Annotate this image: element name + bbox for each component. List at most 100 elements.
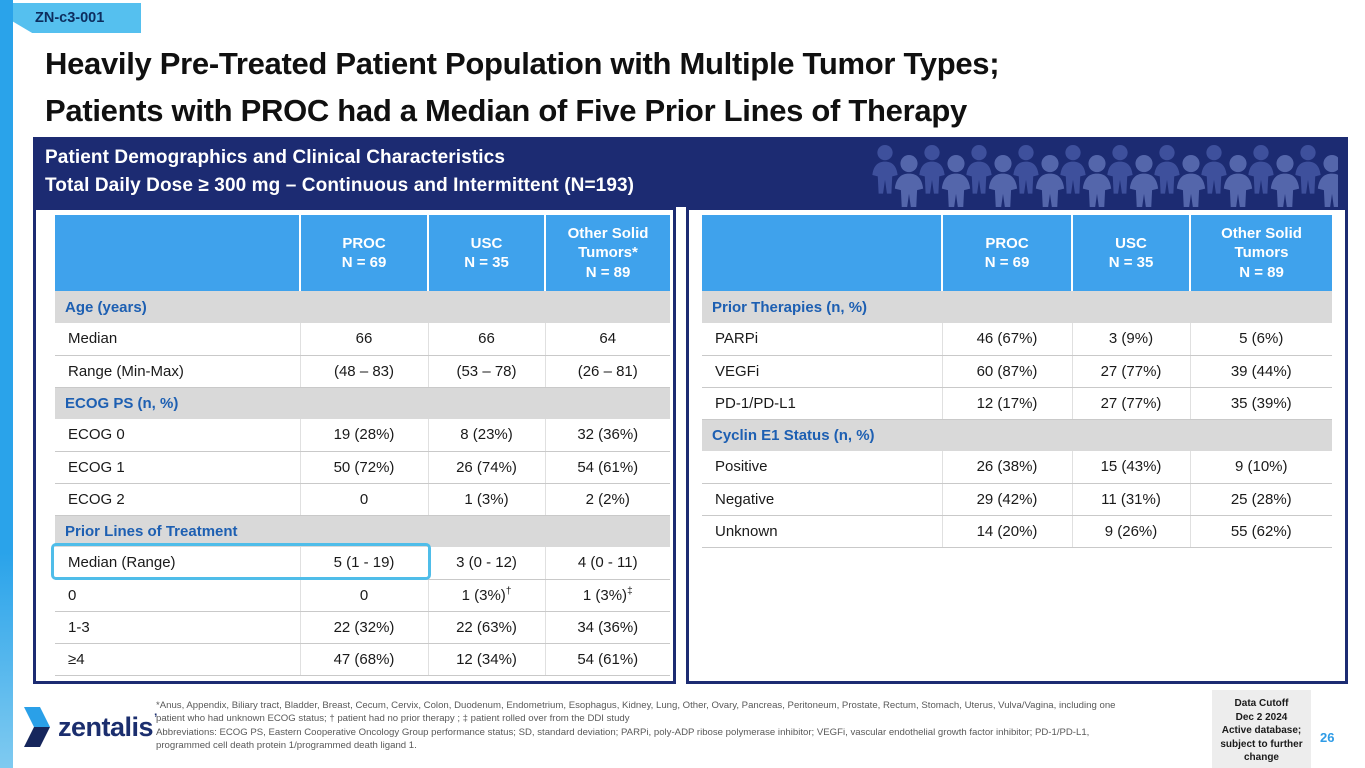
section-label: Prior Therapies (n, %)	[702, 291, 1332, 323]
cell-value: 9 (10%)	[1189, 451, 1332, 484]
cell-value: 47 (68%)	[299, 643, 428, 676]
cell-value: 1 (3%)†	[427, 579, 545, 612]
cell-value: 50 (72%)	[299, 451, 428, 484]
table-title-banner: Patient Demographics and Clinical Charac…	[33, 137, 1348, 207]
column-header: Other Solid Tumors N = 89	[1189, 215, 1332, 291]
row-label: Negative	[702, 483, 942, 516]
cell-value: 4 (0 - 11)	[544, 547, 670, 580]
footnotes: *Anus, Appendix, Biliary tract, Bladder,…	[156, 700, 1144, 755]
cell-value: 54 (61%)	[544, 643, 670, 676]
cell-value: 3 (0 - 12)	[427, 547, 545, 580]
table-row: ECOG 1 50 (72%) 26 (74%) 54 (61%)	[55, 451, 670, 484]
cell-value: 19 (28%)	[299, 419, 428, 452]
cell-value: (48 – 83)	[299, 355, 428, 388]
cell-value: 29 (42%)	[941, 483, 1072, 516]
cell-value: 32 (36%)	[544, 419, 670, 452]
title-line-1: Heavily Pre-Treated Patient Population w…	[45, 46, 1000, 81]
section-label: Prior Lines of Treatment	[55, 515, 670, 547]
cell-value: 12 (17%)	[941, 387, 1072, 420]
slide-title: Heavily Pre-Treated Patient Population w…	[45, 41, 1000, 134]
cell-value: 1 (3%)	[427, 483, 545, 516]
column-header: USC N = 35	[1071, 215, 1190, 291]
row-label: Median	[55, 323, 300, 356]
cell-value: 54 (61%)	[544, 451, 670, 484]
section-label: ECOG PS (n, %)	[55, 387, 670, 419]
cell-value: (26 – 81)	[544, 355, 670, 388]
section-label: Cyclin E1 Status (n, %)	[702, 419, 1332, 451]
cell-value: 0	[299, 579, 428, 612]
title-line-2: Patients with PROC had a Median of Five …	[45, 92, 967, 128]
column-header	[702, 215, 942, 291]
cell-value: 2 (2%)	[544, 483, 670, 516]
zentalis-logo-icon	[24, 707, 50, 747]
row-label: Positive	[702, 451, 942, 484]
table-row: PARPi 46 (67%) 3 (9%) 5 (6%)	[702, 323, 1332, 356]
row-label: Unknown	[702, 515, 942, 548]
table-row: Negative 29 (42%) 11 (31%) 25 (28%)	[702, 483, 1332, 516]
logo-trademark: ’	[154, 711, 157, 725]
cell-value: 12 (34%)	[427, 643, 545, 676]
table-row: Range (Min-Max) (48 – 83) (53 – 78) (26 – 8…	[55, 355, 670, 388]
prior-therapies-table: PROC N = 69 USC N = 35 Other Solid Tumors …	[702, 215, 1332, 548]
row-label: Range (Min-Max)	[55, 355, 300, 388]
column-header: PROC N = 69	[299, 215, 428, 291]
section-row: Cyclin E1 Status (n, %)	[702, 419, 1332, 451]
left-accent-stripe	[0, 0, 13, 768]
cell-value: 55 (62%)	[1189, 515, 1332, 548]
cell-value: 5 (6%)	[1189, 323, 1332, 356]
therapies-table-panel: PROC N = 69 USC N = 35 Other Solid Tumors …	[686, 207, 1348, 684]
cell-value: 14 (20%)	[941, 515, 1072, 548]
column-header	[55, 215, 300, 291]
table-row: VEGFi 60 (87%) 27 (77%) 39 (44%)	[702, 355, 1332, 388]
table-row: PD-1/PD-L1 12 (17%) 27 (77%) 35 (39%)	[702, 387, 1332, 420]
cell-value: 8 (23%)	[427, 419, 545, 452]
cell-value: 22 (32%)	[299, 611, 428, 644]
row-label: ECOG 1	[55, 451, 300, 484]
cell-value: 9 (26%)	[1071, 515, 1190, 548]
row-label: 0	[55, 579, 300, 612]
row-label: ECOG 2	[55, 483, 300, 516]
cell-value: 11 (31%)	[1071, 483, 1190, 516]
table-row: 1-3 22 (32%) 22 (63%) 34 (36%)	[55, 611, 670, 644]
row-label: ECOG 0	[55, 419, 300, 452]
cell-value: 66	[299, 323, 428, 356]
table-row: Positive 26 (38%) 15 (43%) 9 (10%)	[702, 451, 1332, 484]
demographics-table-panel: PROC N = 69 USC N = 35 Other Solid Tumors*…	[33, 207, 676, 684]
cell-value: 27 (77%)	[1071, 355, 1190, 388]
cell-value: 15 (43%)	[1071, 451, 1190, 484]
section-row: Age (years)	[55, 291, 670, 323]
banner-text: Patient Demographics and Clinical Charac…	[45, 144, 634, 200]
zentalis-logo: zentalis’	[15, 707, 157, 747]
table-row: Median 66 66 64	[55, 323, 670, 356]
cell-value: 26 (74%)	[427, 451, 545, 484]
zentalis-logo-text: zentalis’	[58, 711, 157, 742]
cell-value: 22 (63%)	[427, 611, 545, 644]
people-icons	[872, 145, 1338, 207]
cell-value: 35 (39%)	[1189, 387, 1332, 420]
footnote-tumor-types: *Anus, Appendix, Biliary tract, Bladder,…	[156, 700, 1116, 724]
cell-value: 3 (9%)	[1071, 323, 1190, 356]
study-badge: ZN-c3-001	[13, 3, 141, 33]
cell-value: 39 (44%)	[1189, 355, 1332, 388]
section-label: Age (years)	[55, 291, 670, 323]
cell-value: 26 (38%)	[941, 451, 1072, 484]
banner-line-2: Total Daily Dose ≥ 300 mg – Continuous a…	[45, 174, 635, 196]
table-row: ≥4 47 (68%) 12 (34%) 54 (61%)	[55, 643, 670, 676]
table-row: Unknown 14 (20%) 9 (26%) 55 (62%)	[702, 515, 1332, 548]
section-row: Prior Lines of Treatment	[55, 515, 670, 547]
row-label: ≥4	[55, 643, 300, 676]
cell-value: 0	[299, 483, 428, 516]
row-label: PD-1/PD-L1	[702, 387, 942, 420]
row-label: PARPi	[702, 323, 942, 356]
column-header: USC N = 35	[427, 215, 545, 291]
section-row: ECOG PS (n, %)	[55, 387, 670, 419]
data-cutoff-box: Data Cutoff Dec 2 2024 Active database; …	[1212, 690, 1311, 768]
row-label: VEGFi	[702, 355, 942, 388]
table-row: Median (Range) 5 (1 - 19) 3 (0 - 12) 4 (0 -…	[55, 547, 670, 580]
row-label: 1-3	[55, 611, 300, 644]
cell-value: 60 (87%)	[941, 355, 1072, 388]
cell-value: 66	[427, 323, 545, 356]
